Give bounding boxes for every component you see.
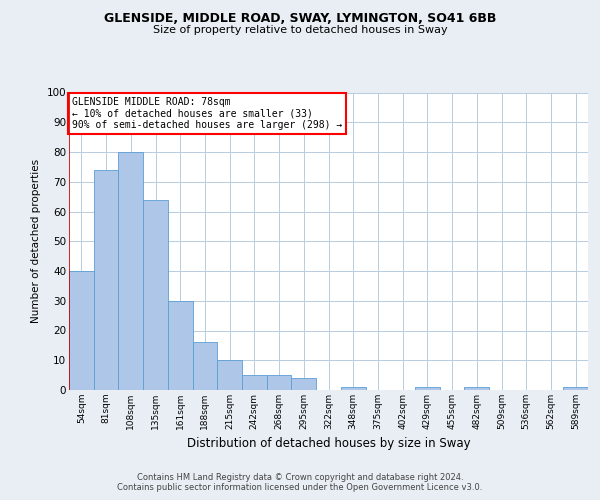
Bar xyxy=(415,387,440,390)
Bar xyxy=(193,342,217,390)
Bar xyxy=(464,387,489,390)
Y-axis label: Number of detached properties: Number of detached properties xyxy=(31,159,41,324)
Text: Size of property relative to detached houses in Sway: Size of property relative to detached ho… xyxy=(152,25,448,35)
Bar xyxy=(267,375,292,390)
Bar xyxy=(94,170,118,390)
Bar xyxy=(217,360,242,390)
X-axis label: Distribution of detached houses by size in Sway: Distribution of detached houses by size … xyxy=(187,438,470,450)
Bar xyxy=(341,387,365,390)
Bar xyxy=(242,375,267,390)
Bar xyxy=(69,271,94,390)
Text: GLENSIDE MIDDLE ROAD: 78sqm
← 10% of detached houses are smaller (33)
90% of sem: GLENSIDE MIDDLE ROAD: 78sqm ← 10% of det… xyxy=(71,97,342,130)
Bar xyxy=(292,378,316,390)
Text: Contains HM Land Registry data © Crown copyright and database right 2024.
Contai: Contains HM Land Registry data © Crown c… xyxy=(118,473,482,492)
Bar xyxy=(143,200,168,390)
Bar xyxy=(563,387,588,390)
Bar xyxy=(118,152,143,390)
Bar xyxy=(168,300,193,390)
Text: GLENSIDE, MIDDLE ROAD, SWAY, LYMINGTON, SO41 6BB: GLENSIDE, MIDDLE ROAD, SWAY, LYMINGTON, … xyxy=(104,12,496,26)
